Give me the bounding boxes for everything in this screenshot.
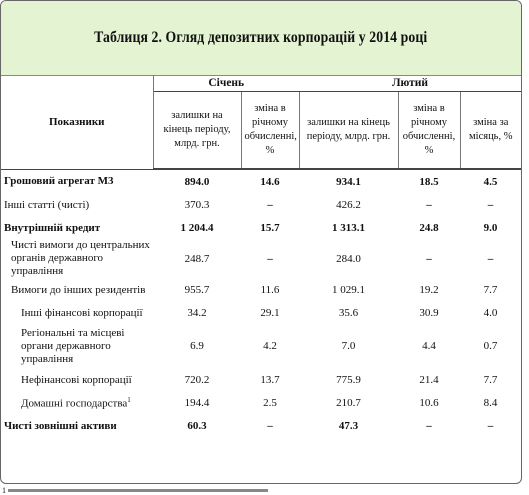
- cell-jan-balance: 894.0: [184, 175, 210, 188]
- cell-jan-change: 15.7: [260, 221, 280, 234]
- cell-feb-month-change: 9.0: [483, 221, 498, 234]
- cell-jan-balance: 720.2: [184, 373, 210, 386]
- table-frame: Таблиця 2. Огляд депозитних корпорацій у…: [0, 0, 522, 484]
- col-header-feb-balance: залишки на кінець періоду, млрд. грн.: [299, 91, 399, 170]
- row-label: Чисті зовнішні активи: [4, 419, 117, 432]
- footnote-text-cutoff: [8, 489, 268, 492]
- col-header-feb-change: зміна в річному обчисленні, %: [398, 91, 461, 170]
- deposit-corporations-table: Показники Січень Лютий залишки на кінець…: [1, 75, 521, 437]
- cell-feb-change: 30.9: [419, 306, 439, 319]
- col-header-jan-balance: залишки на кінець періоду, млрд. грн.: [153, 91, 242, 170]
- cell-feb-balance: 284.0: [336, 252, 361, 265]
- cell-feb-change: 19.2: [419, 283, 439, 296]
- footnote-marker: 1: [2, 486, 6, 495]
- cell-jan-balance: 370.3: [184, 198, 210, 211]
- cell-feb-change: –: [426, 252, 432, 265]
- cell-jan-balance: 60.3: [187, 419, 207, 432]
- cell-feb-change: –: [426, 198, 432, 211]
- table-row: Інші статті (чисті) 370.3 – 426.2 – –: [1, 193, 521, 216]
- column-header-row: залишки на кінець періоду, млрд. грн. зм…: [1, 91, 521, 170]
- cell-feb-balance: 7.0: [341, 340, 356, 352]
- cell-feb-change: 10.6: [419, 396, 439, 409]
- cell-jan-balance: 248.7: [184, 252, 210, 265]
- cell-feb-balance: 934.1: [336, 175, 361, 188]
- row-label: Регіональні та місцеві органи державного…: [21, 326, 125, 365]
- row-label: Інші фінансові корпорації: [21, 306, 143, 319]
- cell-feb-change: 24.8: [419, 221, 439, 234]
- cell-feb-balance: 1 313.1: [332, 221, 365, 234]
- table-title: Таблиця 2. Огляд депозитних корпорацій у…: [94, 29, 428, 46]
- cell-jan-change: –: [267, 419, 273, 432]
- cell-jan-change: 13.7: [260, 373, 280, 386]
- cell-jan-change: 11.6: [260, 283, 280, 296]
- row-label: Нефінансові корпорації: [21, 373, 132, 386]
- footnote: 1: [2, 486, 302, 495]
- table-row: Чисті зовнішні активи 60.3 – 47.3 – –: [1, 414, 521, 437]
- row-label: Грошовий агрегат М3: [4, 175, 114, 188]
- cell-jan-balance: 955.7: [184, 283, 210, 296]
- table-row: Чисті вимоги до центральних органів держ…: [1, 239, 521, 278]
- cell-feb-balance: 775.9: [336, 373, 361, 386]
- cell-feb-change: 21.4: [419, 373, 439, 386]
- col-header-jan-change: зміна в річному обчисленні, %: [241, 91, 300, 170]
- cell-feb-month-change: 0.7: [483, 340, 498, 352]
- row-label: Вимоги до інших резидентів: [11, 283, 146, 296]
- table-row: Домашні господарства1 194.4 2.5 210.7 10…: [1, 391, 521, 414]
- cell-feb-month-change: 7.7: [483, 373, 498, 386]
- table-title-bar: Таблиця 2. Огляд депозитних корпорацій у…: [1, 1, 521, 76]
- table-row: Внутрішній кредит 1 204.4 15.7 1 313.1 2…: [1, 216, 521, 239]
- cell-feb-balance: 1 029.1: [332, 283, 365, 296]
- table-row: Регіональні та місцеві органи державного…: [1, 324, 521, 368]
- cell-jan-balance: 6.9: [190, 340, 204, 352]
- col-header-feb-month-change: зміна за місяць, %: [460, 91, 521, 170]
- table-row: Вимоги до інших резидентів 955.7 11.6 1 …: [1, 278, 521, 301]
- row-label: Домашні господарства: [21, 397, 128, 410]
- month-february: Лютий: [299, 75, 521, 92]
- cell-feb-month-change: –: [487, 252, 494, 265]
- row-label: Чисті вимоги до центральних органів держ…: [11, 239, 150, 277]
- row-label-cell: Домашні господарства1: [1, 391, 153, 414]
- cell-jan-change: –: [267, 252, 273, 265]
- cell-feb-balance: 426.2: [336, 198, 361, 211]
- table-row: Нефінансові корпорації 720.2 13.7 775.9 …: [1, 368, 521, 391]
- cell-feb-change: –: [426, 419, 432, 432]
- cell-feb-month-change: –: [487, 198, 494, 211]
- cell-feb-balance: 47.3: [338, 419, 359, 432]
- cell-feb-balance: 210.7: [336, 396, 361, 409]
- cell-jan-change: –: [267, 198, 273, 211]
- table-row: Інші фінансові корпорації 34.2 29.1 35.6…: [1, 301, 521, 324]
- cell-feb-month-change: –: [487, 419, 494, 432]
- month-january: Січень: [153, 75, 299, 92]
- row-label: Внутрішній кредит: [4, 221, 101, 234]
- cell-jan-change: 2.5: [263, 396, 277, 409]
- table-row: Грошовий агрегат М3 894.0 14.6 934.1 18.…: [1, 169, 521, 193]
- cell-feb-month-change: 4.0: [483, 306, 498, 319]
- cell-jan-change: 29.1: [260, 306, 280, 319]
- cell-feb-balance: 35.6: [338, 306, 359, 319]
- month-header-row: Показники Січень Лютий: [1, 75, 521, 170]
- cell-jan-change: 4.2: [263, 340, 277, 352]
- cell-jan-balance: 194.4: [184, 396, 210, 409]
- row-header: Показники: [1, 75, 154, 170]
- cell-feb-month-change: 7.7: [483, 283, 498, 296]
- cell-jan-change: 14.6: [260, 175, 280, 188]
- cell-feb-change: 4.4: [422, 340, 436, 352]
- cell-jan-balance: 1 204.4: [180, 221, 214, 234]
- cell-feb-month-change: 8.4: [483, 396, 498, 409]
- row-label: Інші статті (чисті): [4, 198, 90, 211]
- footnote-ref: 1: [127, 395, 131, 404]
- cell-feb-change: 18.5: [419, 175, 439, 188]
- cell-jan-balance: 34.2: [187, 306, 207, 319]
- cell-feb-month-change: 4.5: [483, 175, 498, 188]
